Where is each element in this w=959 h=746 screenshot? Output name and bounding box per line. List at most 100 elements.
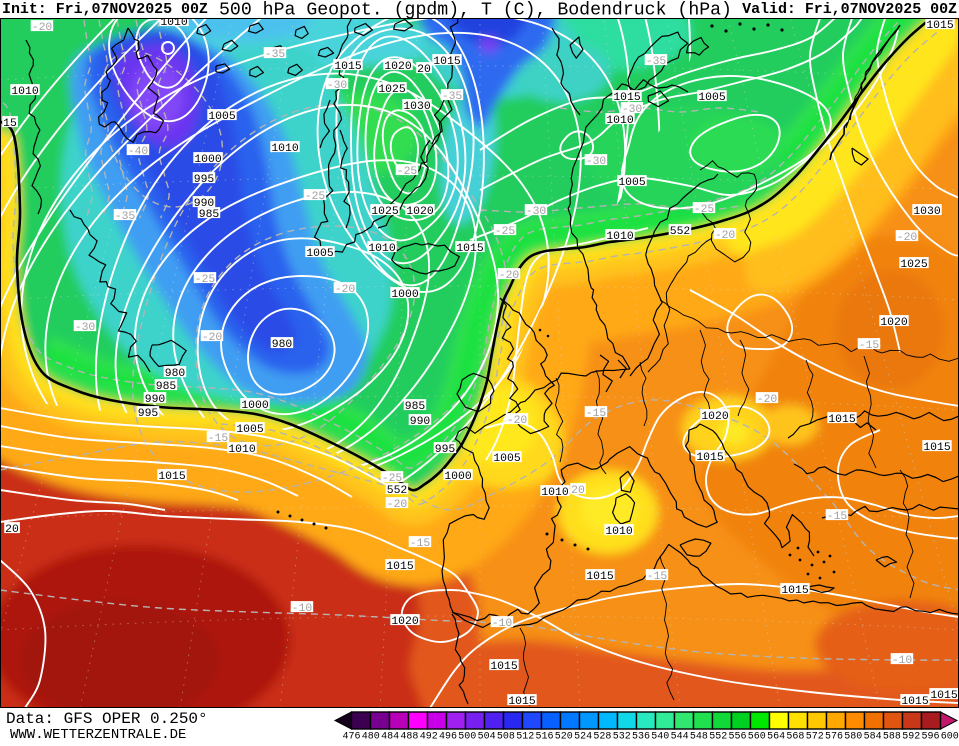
svg-text:990: 990 [410,416,431,428]
svg-text:480: 480 [362,732,380,742]
svg-text:564: 564 [767,732,785,742]
svg-text:-15: -15 [647,571,668,583]
svg-text:516: 516 [535,732,553,742]
svg-text:-40: -40 [128,146,149,158]
svg-text:-10: -10 [492,618,513,630]
svg-text:1000: 1000 [391,289,419,301]
svg-text:Data: GFS OPER 0.250°: Data: GFS OPER 0.250° [6,710,208,728]
svg-text:1025: 1025 [378,84,406,96]
svg-text:995: 995 [435,444,456,456]
svg-text:-30: -30 [622,104,643,116]
svg-text:1015: 1015 [901,696,929,708]
svg-text:1005: 1005 [698,92,726,104]
svg-text:-10: -10 [892,655,913,667]
svg-text:552: 552 [709,732,727,742]
svg-text:1015: 1015 [696,452,724,464]
svg-text:1020: 1020 [391,616,419,628]
svg-text:1015: 1015 [926,20,954,32]
svg-text:-15: -15 [586,408,607,420]
svg-text:-20: -20 [32,22,53,34]
svg-text:512: 512 [516,732,534,742]
svg-text:1015: 1015 [508,696,536,708]
svg-text:508: 508 [497,732,515,742]
svg-text:-25: -25 [495,226,516,238]
svg-text:1030: 1030 [403,101,431,113]
svg-text:-30: -30 [586,156,607,168]
svg-text:504: 504 [478,732,496,742]
svg-text:Init: Fri,07NOV2025 00Z: Init: Fri,07NOV2025 00Z [2,1,208,18]
svg-text:-35: -35 [646,56,667,68]
svg-text:584: 584 [864,732,882,742]
svg-text:-35: -35 [265,49,286,61]
svg-text:-30: -30 [327,80,348,92]
svg-text:1015: 1015 [456,243,484,255]
svg-text:1010: 1010 [271,143,299,155]
svg-text:1030: 1030 [913,206,941,218]
svg-text:552: 552 [387,485,408,497]
svg-text:540: 540 [651,732,669,742]
svg-text:WWW.WETTERZENTRALE.DE: WWW.WETTERZENTRALE.DE [10,727,186,741]
svg-text:-15: -15 [859,340,880,352]
svg-text:1010: 1010 [368,243,396,255]
svg-text:20: 20 [571,485,585,497]
svg-text:484: 484 [381,732,399,742]
svg-text:-20: -20 [757,394,778,406]
svg-text:1015: 1015 [586,571,614,583]
svg-text:1015: 1015 [828,414,856,426]
svg-text:1015: 1015 [433,56,461,68]
svg-text:1020: 1020 [406,206,434,218]
svg-text:20: 20 [417,64,431,76]
svg-text:520: 520 [555,732,573,742]
svg-text:580: 580 [844,732,862,742]
svg-text:1015: 1015 [930,690,958,702]
svg-text:-20: -20 [335,284,356,296]
svg-text:-35: -35 [442,91,463,103]
svg-text:592: 592 [902,732,920,742]
svg-text:-20: -20 [202,332,223,344]
svg-text:980: 980 [165,368,186,380]
svg-text:1015: 1015 [490,661,518,673]
svg-text:1010: 1010 [228,444,256,456]
svg-text:990: 990 [194,198,215,210]
svg-text:476: 476 [342,732,360,742]
svg-text:1020: 1020 [384,61,412,73]
svg-text:1010: 1010 [160,17,188,29]
svg-text:1000: 1000 [241,400,269,412]
svg-text:488: 488 [400,732,418,742]
svg-text:1000: 1000 [194,154,222,166]
svg-text:496: 496 [439,732,457,742]
svg-text:-20: -20 [507,415,528,427]
svg-text:-35: -35 [115,211,136,223]
svg-text:-20: -20 [897,232,918,244]
svg-text:524: 524 [574,732,592,742]
svg-text:600: 600 [941,732,959,742]
svg-text:1005: 1005 [236,424,264,436]
svg-text:-20: -20 [387,499,408,511]
svg-text:532: 532 [613,732,631,742]
svg-text:576: 576 [825,732,843,742]
svg-text:1010: 1010 [606,231,634,243]
svg-text:560: 560 [748,732,766,742]
svg-text:1015: 1015 [923,442,951,454]
svg-text:1025: 1025 [371,206,399,218]
svg-text:568: 568 [786,732,804,742]
svg-text:572: 572 [806,732,824,742]
svg-text:985: 985 [199,209,220,221]
svg-text:528: 528 [593,732,611,742]
svg-text:544: 544 [671,732,689,742]
svg-text:548: 548 [690,732,708,742]
svg-text:556: 556 [728,732,746,742]
svg-text:1010: 1010 [605,526,633,538]
svg-text:1025: 1025 [900,259,928,271]
svg-text:20: 20 [5,524,19,536]
svg-text:-25: -25 [397,166,418,178]
svg-text:-10: -10 [292,603,313,615]
svg-text:-25: -25 [382,473,403,485]
svg-text:552: 552 [670,226,691,238]
svg-text:985: 985 [405,401,426,413]
svg-text:-15: -15 [208,433,229,445]
svg-text:-20: -20 [499,270,520,282]
svg-text:536: 536 [632,732,650,742]
svg-text:596: 596 [921,732,939,742]
svg-text:1005: 1005 [306,248,334,260]
